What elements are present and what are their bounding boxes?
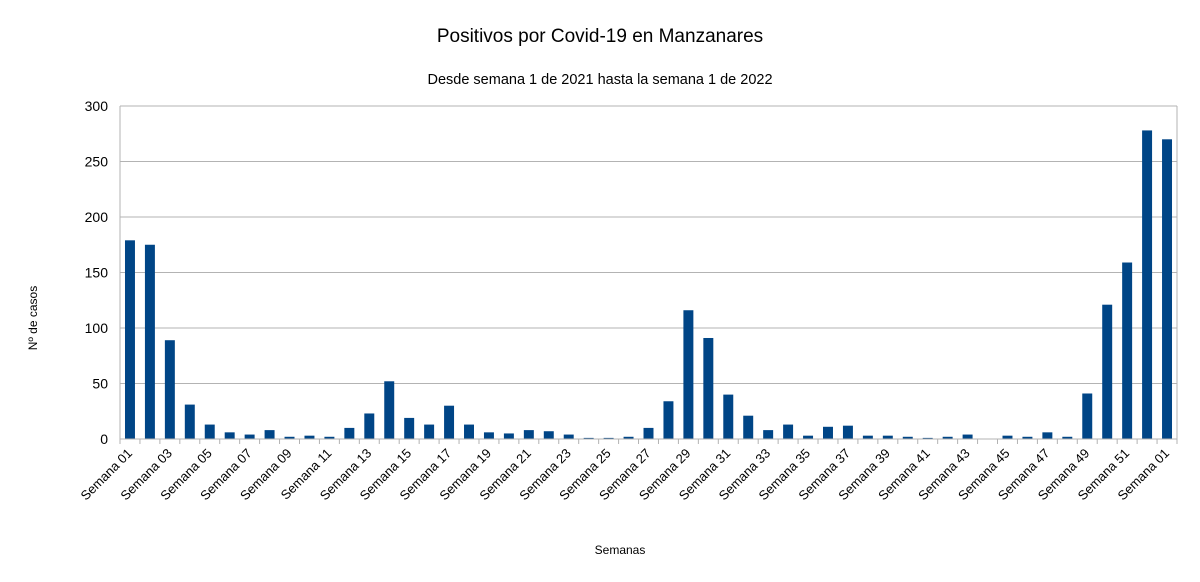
chart-subtitle: Desde semana 1 de 2021 hasta la semana 1… bbox=[427, 72, 772, 88]
bar bbox=[503, 433, 514, 439]
bar bbox=[523, 430, 534, 439]
bar bbox=[284, 436, 295, 439]
bar bbox=[563, 434, 574, 439]
bar bbox=[384, 381, 395, 439]
bar bbox=[683, 310, 694, 439]
bar bbox=[1002, 435, 1013, 439]
bar bbox=[842, 425, 853, 439]
bar bbox=[543, 431, 554, 439]
y-tick-label: 300 bbox=[85, 98, 109, 114]
bar bbox=[942, 436, 953, 439]
bar bbox=[184, 404, 195, 439]
x-axis-label: Semanas bbox=[595, 543, 646, 557]
bar bbox=[783, 424, 794, 439]
y-axis-label: Nº de casos bbox=[26, 286, 40, 350]
bar bbox=[803, 435, 814, 439]
bar bbox=[1122, 262, 1133, 439]
bar bbox=[404, 417, 415, 439]
bars bbox=[120, 130, 1177, 440]
bar bbox=[862, 435, 873, 439]
bar bbox=[882, 435, 893, 439]
bar bbox=[204, 424, 215, 439]
bar bbox=[444, 405, 455, 439]
bar bbox=[1042, 432, 1053, 439]
bar bbox=[364, 413, 375, 439]
bar bbox=[723, 394, 734, 439]
y-tick-label: 200 bbox=[85, 209, 109, 225]
y-tick-label: 0 bbox=[100, 431, 108, 447]
bar bbox=[224, 432, 235, 439]
bar bbox=[164, 340, 175, 439]
bar bbox=[763, 430, 774, 439]
bar bbox=[743, 415, 754, 439]
bar bbox=[304, 435, 315, 439]
chart-title: Positivos por Covid-19 en Manzanares bbox=[437, 26, 763, 47]
bar bbox=[424, 424, 435, 439]
y-tick-label: 100 bbox=[85, 320, 109, 336]
bar bbox=[922, 437, 933, 439]
y-tick-label: 150 bbox=[85, 265, 109, 281]
bar bbox=[1082, 393, 1093, 439]
y-tick-label: 250 bbox=[85, 154, 109, 170]
bar bbox=[344, 427, 355, 439]
bar bbox=[464, 424, 474, 439]
bar bbox=[663, 401, 674, 439]
bar bbox=[643, 427, 654, 439]
bar bbox=[703, 337, 714, 439]
bar bbox=[1162, 139, 1173, 440]
bar bbox=[583, 437, 594, 439]
bar bbox=[1022, 436, 1033, 439]
y-tick-label: 50 bbox=[92, 376, 108, 392]
bar bbox=[324, 436, 335, 439]
bar bbox=[264, 430, 275, 439]
bar bbox=[902, 436, 913, 439]
bar bbox=[483, 432, 494, 439]
bar bbox=[623, 436, 634, 439]
bar bbox=[603, 437, 614, 439]
bar bbox=[1062, 436, 1073, 439]
y-axis-ticks: 0 50 100 150 200 250 300 bbox=[85, 98, 109, 447]
bar bbox=[124, 240, 135, 439]
gridlines bbox=[119, 105, 1178, 444]
bar bbox=[1102, 304, 1113, 439]
bar bbox=[144, 244, 155, 439]
bar bbox=[962, 434, 973, 439]
bar bbox=[823, 426, 833, 439]
bar bbox=[1142, 130, 1153, 440]
bar bbox=[244, 434, 255, 439]
